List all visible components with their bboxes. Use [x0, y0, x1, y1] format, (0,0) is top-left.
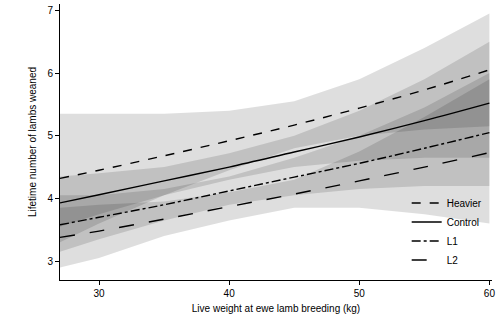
svg-text:L1: L1	[447, 236, 459, 247]
svg-text:Heavier: Heavier	[447, 198, 482, 209]
svg-text:L2: L2	[447, 255, 459, 266]
svg-text:Live weight at ewe lamb breedi: Live weight at ewe lamb breeding (kg)	[192, 303, 360, 314]
svg-text:3: 3	[47, 256, 53, 267]
svg-text:5: 5	[47, 130, 53, 141]
svg-text:40: 40	[224, 288, 236, 299]
svg-text:30: 30	[93, 288, 105, 299]
svg-text:Control: Control	[447, 217, 479, 228]
svg-text:50: 50	[354, 288, 366, 299]
svg-text:Lifetime number of lambs weane: Lifetime number of lambs weaned	[27, 67, 38, 217]
svg-text:4: 4	[47, 193, 53, 204]
svg-text:7: 7	[47, 5, 53, 16]
svg-text:6: 6	[47, 68, 53, 79]
svg-text:60: 60	[484, 288, 496, 299]
